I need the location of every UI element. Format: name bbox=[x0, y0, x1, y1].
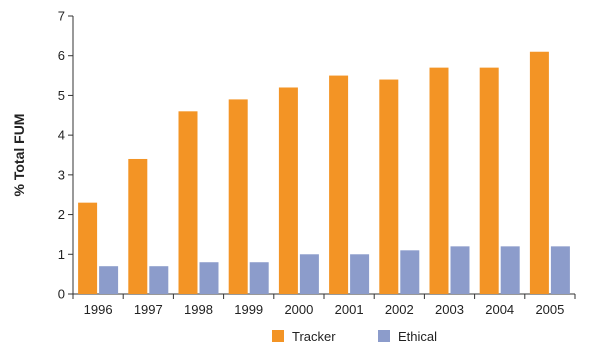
y-axis-title: % Total FUM bbox=[11, 114, 27, 197]
bars bbox=[78, 51, 570, 295]
bar-ethical-2004 bbox=[500, 246, 520, 294]
bar-ethical-2003 bbox=[450, 246, 470, 294]
legend-swatch-ethical bbox=[378, 330, 390, 342]
bar-tracker-2001 bbox=[329, 75, 349, 294]
bar-tracker-1997 bbox=[128, 158, 148, 294]
bar-tracker-2005 bbox=[529, 51, 549, 294]
x-tick-label: 2001 bbox=[335, 302, 364, 317]
bar-ethical-1997 bbox=[149, 266, 169, 294]
bar-ethical-1999 bbox=[249, 262, 269, 294]
y-tick-label: 1 bbox=[58, 247, 65, 262]
bar-ethical-2005 bbox=[550, 246, 570, 294]
y-tick-label: 4 bbox=[58, 128, 65, 143]
y-tick-label: 5 bbox=[58, 88, 65, 103]
bar-ethical-1996 bbox=[99, 266, 119, 294]
x-tick-label: 2004 bbox=[485, 302, 514, 317]
x-tick-label: 2002 bbox=[385, 302, 414, 317]
y-tick-label: 2 bbox=[58, 207, 65, 222]
legend: Tracker Ethical bbox=[272, 329, 437, 344]
x-tick-label: 1997 bbox=[134, 302, 163, 317]
y-tick-label: 3 bbox=[58, 167, 65, 182]
bar-ethical-1998 bbox=[199, 262, 219, 294]
x-axis: 1996 1997 1998 1999 2000 2001 2002 2003 2004 2005 bbox=[72, 293, 576, 317]
legend-label-tracker: Tracker bbox=[292, 329, 336, 344]
x-tick-label: 1999 bbox=[234, 302, 263, 317]
legend-label-ethical: Ethical bbox=[398, 329, 437, 344]
bar-tracker-1998 bbox=[178, 111, 198, 294]
legend-swatch-tracker bbox=[272, 330, 284, 342]
bar-ethical-2002 bbox=[400, 250, 420, 294]
bar-tracker-1999 bbox=[228, 99, 248, 295]
bar-tracker-2002 bbox=[379, 79, 399, 295]
y-tick-label: 7 bbox=[58, 9, 65, 24]
bar-tracker-1996 bbox=[78, 202, 98, 294]
x-tick-label: 1996 bbox=[84, 302, 113, 317]
x-tick-label: 2000 bbox=[284, 302, 313, 317]
y-axis: 0 1 2 3 4 5 6 7 bbox=[58, 9, 74, 302]
bar-tracker-2003 bbox=[429, 67, 449, 294]
bar-tracker-2000 bbox=[278, 87, 298, 294]
y-tick-label: 0 bbox=[58, 287, 65, 302]
bar-ethical-2000 bbox=[299, 254, 319, 294]
x-tick-label: 1998 bbox=[184, 302, 213, 317]
x-tick-label: 2005 bbox=[535, 302, 564, 317]
x-tick-label: 2003 bbox=[435, 302, 464, 317]
y-tick-label: 6 bbox=[58, 48, 65, 63]
bar-ethical-2001 bbox=[350, 254, 370, 294]
bar-tracker-2004 bbox=[479, 67, 499, 294]
